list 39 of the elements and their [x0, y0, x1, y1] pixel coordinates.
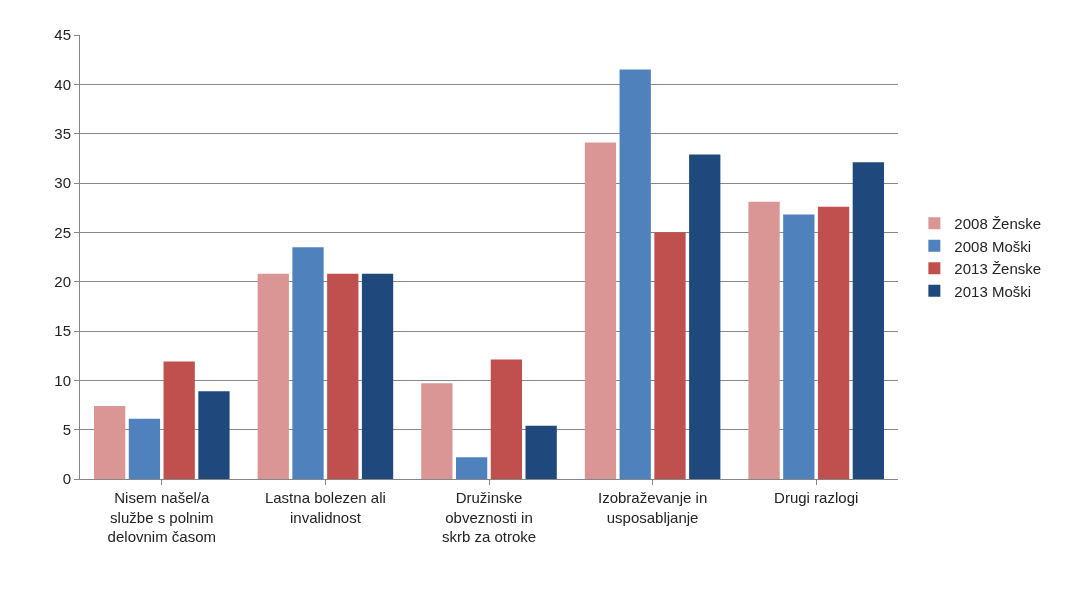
bar [361, 273, 394, 479]
bar [198, 391, 230, 479]
bar [94, 405, 126, 479]
x-tick-label: Nisem našel/a službe s polnim delovnim časom [107, 489, 216, 545]
y-tick-label: 15 [54, 322, 71, 340]
bar [689, 154, 721, 479]
bar [327, 273, 359, 479]
bar [525, 425, 557, 479]
y-tick-label: 25 [54, 223, 71, 241]
bar [128, 418, 161, 479]
bar [163, 361, 195, 479]
bar [748, 201, 780, 479]
y-tick-label: 40 [54, 75, 71, 93]
bar [852, 162, 884, 479]
y-tick-label: 5 [62, 420, 71, 438]
x-tick-label: Družinske obveznosti in skrb za otroke [441, 489, 537, 545]
legend-label: 2013 Moški [954, 282, 1032, 300]
bar [421, 383, 453, 479]
bar [490, 359, 523, 479]
bar [654, 232, 686, 479]
y-tick-label: 10 [54, 371, 71, 389]
bar [292, 247, 324, 479]
y-tick-label: 45 [54, 26, 71, 44]
x-tick-label: Drugi razlogi [774, 489, 859, 506]
x-tick-label: Izobraževanje in usposabljanje [597, 489, 708, 526]
x-tick-label: Lastna bolezen ali invalidnost [264, 489, 386, 526]
bar [817, 206, 850, 479]
y-tick-label: 20 [54, 272, 71, 290]
bar [619, 69, 651, 479]
bar [455, 457, 488, 479]
y-tick-label: 30 [54, 174, 71, 192]
legend-label: 2008 Ženske [954, 215, 1042, 233]
bar [783, 214, 815, 479]
legend-label: 2008 Moški [954, 237, 1032, 255]
legend-label: 2013 Ženske [954, 260, 1042, 278]
bar [257, 273, 289, 479]
y-tick-label: 0 [62, 470, 71, 488]
bar [584, 142, 617, 479]
y-tick-label: 35 [54, 124, 71, 142]
